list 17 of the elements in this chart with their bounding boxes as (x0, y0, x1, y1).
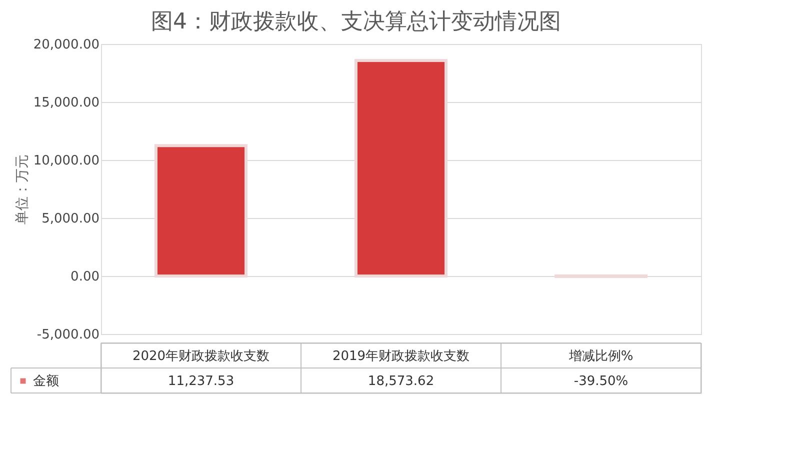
data-label: -39.50% (574, 374, 628, 389)
chart-title: 图4：财政拨款收、支决算总计变动情况图 (151, 10, 561, 34)
y-tick-label: 20,000.00 (33, 38, 100, 52)
bar (154, 144, 248, 278)
data-label: 11,237.53 (168, 374, 234, 389)
y-tick-label: 0.00 (70, 270, 100, 284)
y-axis-title: 单位：万元 (14, 154, 30, 224)
x-tick-label: 增减比例% (568, 349, 634, 364)
y-tick-label: 10,000.00 (33, 154, 100, 168)
bar (354, 59, 448, 278)
x-tick-label: 2019年财政拨款收支数 (332, 349, 470, 364)
y-tick-label: 5,000.00 (42, 212, 100, 226)
legend-label: 金额 (33, 374, 59, 389)
y-tick-label: 15,000.00 (33, 96, 100, 110)
y-tick-label: -5,000.00 (36, 328, 100, 342)
data-label: 18,573.62 (368, 374, 434, 389)
x-tick-label: 2020年财政拨款收支数 (132, 349, 270, 364)
